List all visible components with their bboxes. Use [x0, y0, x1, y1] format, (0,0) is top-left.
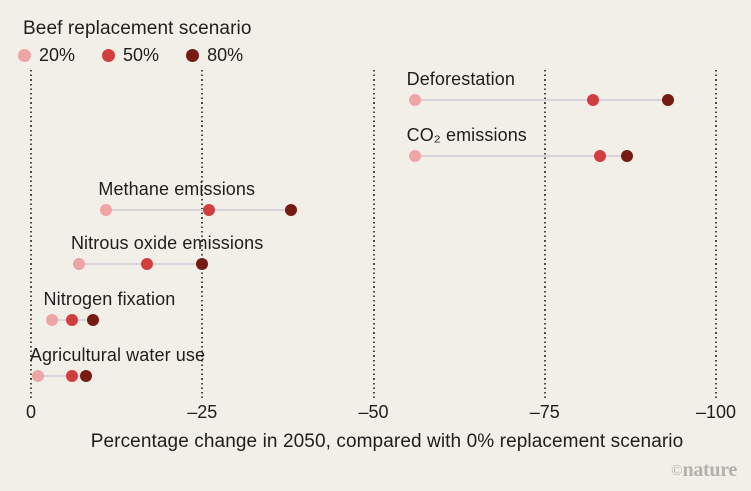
- connector-line: [78, 263, 203, 265]
- data-point: [100, 204, 113, 216]
- legend-label: 20%: [39, 44, 76, 65]
- data-point: [203, 204, 216, 216]
- legend-item: 20%: [18, 45, 75, 66]
- data-point: [66, 370, 79, 382]
- data-point: [593, 150, 606, 162]
- data-point: [45, 314, 58, 326]
- data-point: [408, 94, 421, 106]
- legend-swatch-icon: [102, 48, 116, 62]
- data-point: [620, 150, 633, 162]
- legend: 20% 50% 80%: [18, 44, 243, 66]
- data-point: [586, 94, 599, 106]
- connector-line: [414, 155, 627, 157]
- category-label: Deforestation: [406, 69, 515, 89]
- legend-item: 80%: [186, 45, 243, 66]
- copyright-icon: ©: [671, 463, 683, 479]
- legend-swatch-icon: [186, 48, 200, 62]
- data-point: [408, 150, 421, 162]
- nature-watermark: ©nature: [671, 460, 737, 481]
- data-point: [86, 314, 99, 326]
- connector-line: [37, 375, 86, 377]
- data-point: [662, 94, 675, 106]
- data-point: [79, 370, 92, 382]
- category-label: CO₂ emissions: [406, 125, 527, 145]
- data-point: [31, 370, 44, 382]
- gridline: [715, 70, 717, 400]
- category-label: Agricultural water use: [29, 345, 206, 365]
- legend-item: 50%: [102, 45, 159, 66]
- x-axis-tick-label: –50: [358, 402, 389, 422]
- gridline: [30, 70, 32, 400]
- x-axis-tick-label: –25: [187, 402, 218, 422]
- data-point: [72, 258, 85, 270]
- data-point: [141, 258, 154, 270]
- category-label: Nitrogen fixation: [43, 289, 176, 309]
- data-point: [66, 314, 79, 326]
- data-point: [285, 204, 298, 216]
- gridline: [372, 70, 375, 400]
- chart-title: Beef replacement scenario: [23, 18, 252, 39]
- category-label: Nitrous oxide emissions: [70, 233, 264, 253]
- x-axis-title: Percentage change in 2050, compared with…: [90, 431, 684, 452]
- x-axis-tick-label: –75: [529, 402, 560, 422]
- legend-swatch-icon: [18, 48, 31, 62]
- legend-label: 80%: [207, 44, 244, 65]
- connector-line: [106, 209, 292, 211]
- legend-label: 50%: [123, 44, 160, 65]
- gridline: [201, 70, 204, 400]
- connector-line: [414, 99, 669, 101]
- x-axis-tick-label: 0: [25, 402, 36, 422]
- x-axis-tick-label: –100: [695, 402, 737, 422]
- data-point: [196, 258, 209, 270]
- gridline: [543, 70, 546, 400]
- category-label: Methane emissions: [98, 179, 256, 199]
- watermark-name: nature: [682, 459, 738, 481]
